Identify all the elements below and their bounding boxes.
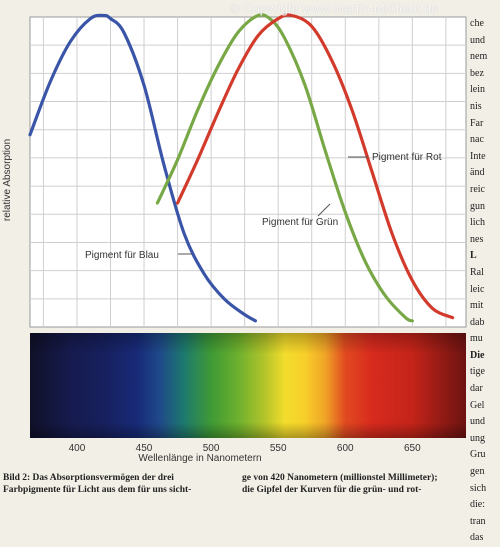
x-tick-label: 550 bbox=[270, 443, 287, 454]
side-text-line: änd bbox=[470, 167, 485, 179]
annotation-leader-line bbox=[317, 203, 331, 217]
green-pigment-curve bbox=[155, 13, 414, 323]
side-text-line: sich bbox=[470, 482, 487, 494]
blue-pigment-curve bbox=[28, 13, 257, 323]
x-axis-label: Wellenlänge in Nanometern bbox=[138, 453, 261, 464]
side-text-line: tige bbox=[470, 366, 485, 378]
x-tick-label: 400 bbox=[69, 443, 86, 454]
x-tick-label: 500 bbox=[203, 443, 220, 454]
side-text-line: gen bbox=[470, 466, 485, 478]
red-pigment-curve bbox=[176, 13, 455, 320]
side-text-line: und bbox=[470, 416, 485, 428]
caption-line: Farbpigmente für Licht aus dem für uns s… bbox=[3, 485, 192, 495]
side-text-line: Far bbox=[470, 117, 484, 129]
side-text-line: Die bbox=[470, 349, 485, 361]
side-text-line: nac bbox=[470, 134, 484, 146]
side-text-line: gun bbox=[470, 200, 485, 212]
caption-left: Bild 2: Das Absorptionsvermögen der drei… bbox=[3, 472, 191, 496]
y-axis-label: relative Absorption bbox=[2, 139, 13, 221]
side-text-line: ung bbox=[470, 432, 485, 444]
side-text-line: Ral bbox=[470, 266, 484, 278]
x-tick-label: 450 bbox=[136, 443, 153, 454]
side-text-line: nem bbox=[470, 51, 488, 63]
side-text-line: che bbox=[470, 18, 484, 29]
annotation-green-pigment-label: Pigment für Grün bbox=[262, 217, 338, 228]
side-text-line: leic bbox=[470, 283, 485, 295]
x-tick-label: 600 bbox=[337, 443, 354, 454]
side-text-line: dar bbox=[470, 383, 483, 395]
side-text-line: lich bbox=[470, 217, 485, 229]
side-text-line: dab bbox=[470, 316, 485, 328]
side-text-line: Gru bbox=[470, 449, 486, 461]
side-text-line: das bbox=[470, 532, 484, 544]
side-text-line: Gel bbox=[470, 399, 485, 411]
side-text-line: L bbox=[470, 250, 477, 262]
side-text-line: bez bbox=[470, 67, 484, 79]
color-spectrum-shade bbox=[30, 333, 466, 438]
side-text-line: lein bbox=[470, 84, 485, 96]
side-text-line: mu bbox=[470, 333, 483, 345]
caption-line: Bild 2: Das Absorptionsvermögen der drei bbox=[3, 473, 174, 483]
grid bbox=[30, 17, 466, 327]
caption-line: ge von 420 Nanometern (millionstel Milli… bbox=[242, 473, 438, 483]
copyright-watermark: © Copyright www.Martin-Mißfeldt.de bbox=[230, 1, 439, 16]
adjacent-text-column: che und nem bez lein nis Far nac Inte änd reic gun l… bbox=[470, 16, 500, 547]
side-text-line: nes bbox=[470, 233, 484, 245]
side-text-line: und bbox=[470, 34, 485, 46]
caption-line: die Gipfel der Kurven für die grün- und … bbox=[242, 485, 422, 495]
absorption-curves bbox=[28, 13, 455, 323]
side-text-line: tran bbox=[470, 515, 486, 527]
side-text-line: nis bbox=[470, 100, 482, 112]
curve-labels: Pigment für Rot Pigment für Grün Pigment f… bbox=[85, 152, 442, 261]
side-text-line: mit bbox=[470, 300, 484, 312]
annotation-blue-pigment-label: Pigment für Blau bbox=[85, 250, 159, 261]
plot-area bbox=[29, 16, 467, 328]
side-text-line: Inte bbox=[470, 150, 486, 162]
x-tick-label: 650 bbox=[404, 443, 421, 454]
caption-right: ge von 420 Nanometern (millionstel Milli… bbox=[242, 472, 438, 496]
x-axis-ticks: 400 450 500 550 600 650 bbox=[69, 443, 422, 454]
annotation-red-pigment-label: Pigment für Rot bbox=[372, 152, 442, 163]
side-text-line: reic bbox=[470, 183, 485, 195]
absorption-figure: 400 450 500 550 600 650 Pigment für RotPigmen… bbox=[2, 13, 467, 464]
